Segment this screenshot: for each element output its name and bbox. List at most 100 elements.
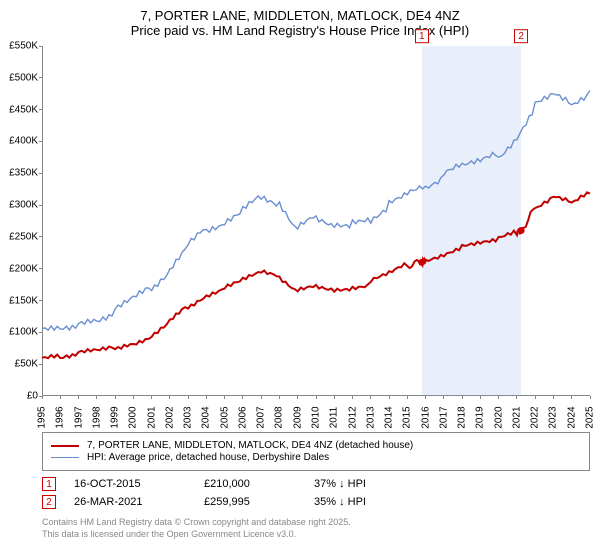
y-axis-label: £350K	[9, 168, 42, 179]
sales-marker: 2	[42, 495, 56, 509]
x-axis-tick	[516, 396, 517, 399]
x-axis-tick	[425, 396, 426, 399]
x-axis-tick	[206, 396, 207, 399]
y-axis-tick	[39, 173, 42, 174]
x-axis-tick	[261, 396, 262, 399]
x-axis-tick	[96, 396, 97, 399]
series-hpi	[42, 91, 590, 331]
legend: 7, PORTER LANE, MIDDLETON, MATLOCK, DE4 …	[42, 432, 590, 471]
y-axis-label: £150K	[9, 295, 42, 306]
footer-line2: This data is licensed under the Open Gov…	[42, 529, 590, 541]
x-axis-tick	[188, 396, 189, 399]
x-axis-label: 1996	[55, 406, 66, 428]
y-axis-label: £450K	[9, 104, 42, 115]
x-axis-label: 2015	[402, 406, 413, 428]
y-axis-tick	[39, 332, 42, 333]
x-axis-label: 2001	[146, 406, 157, 428]
legend-row: 7, PORTER LANE, MIDDLETON, MATLOCK, DE4 …	[51, 440, 581, 451]
x-axis-tick	[571, 396, 572, 399]
y-axis-label: £500K	[9, 72, 42, 83]
x-axis-label: 2021	[511, 406, 522, 428]
x-axis-tick	[242, 396, 243, 399]
sales-date: 26-MAR-2021	[74, 496, 204, 508]
y-axis-tick	[39, 364, 42, 365]
y-axis-tick	[39, 141, 42, 142]
x-axis-tick	[115, 396, 116, 399]
x-axis-label: 2009	[292, 406, 303, 428]
sales-table: 116-OCT-2015£210,00037% ↓ HPI 2 26-MAR-202…	[42, 477, 590, 509]
x-axis-tick	[60, 396, 61, 399]
sales-date: 16-OCT-2015	[74, 478, 204, 490]
x-axis-label: 2005	[219, 406, 230, 428]
x-axis-tick	[553, 396, 554, 399]
y-axis-tick	[39, 77, 42, 78]
plot-svg	[42, 46, 590, 396]
x-axis-tick	[316, 396, 317, 399]
footer-line1: Contains HM Land Registry data © Crown c…	[42, 517, 590, 529]
y-axis-tick	[39, 268, 42, 269]
y-axis-tick	[39, 46, 42, 47]
y-axis-tick	[39, 236, 42, 237]
x-axis-label: 2003	[183, 406, 194, 428]
x-axis-tick	[462, 396, 463, 399]
x-axis-label: 2007	[256, 406, 267, 428]
x-axis-tick	[42, 396, 43, 399]
x-axis-tick	[133, 396, 134, 399]
x-axis-label: 2010	[311, 406, 322, 428]
x-axis-tick	[443, 396, 444, 399]
x-axis-tick	[498, 396, 499, 399]
y-axis-label: £550K	[9, 41, 42, 52]
sale-marker-box: 2	[514, 29, 528, 43]
x-axis-label: 2000	[128, 406, 139, 428]
x-axis-label: 2002	[164, 406, 175, 428]
chart-plot-area: £0£50K£100K£150K£200K£250K£300K£350K£400…	[42, 46, 590, 396]
x-axis-tick	[590, 396, 591, 399]
x-axis-label: 2013	[365, 406, 376, 428]
x-axis-tick	[78, 396, 79, 399]
x-axis-label: 1998	[91, 406, 102, 428]
x-axis-label: 2022	[530, 406, 541, 428]
sales-row: 116-OCT-2015£210,00037% ↓ HPI	[42, 477, 590, 491]
x-axis-tick	[535, 396, 536, 399]
title-address: 7, PORTER LANE, MIDDLETON, MATLOCK, DE4 …	[0, 8, 600, 23]
title-subtitle: Price paid vs. HM Land Registry's House …	[0, 23, 600, 38]
x-axis-label: 2023	[548, 406, 559, 428]
x-axis-tick	[224, 396, 225, 399]
sales-price: £259,995	[204, 496, 314, 508]
legend-swatch	[51, 445, 79, 447]
y-axis-label: £400K	[9, 136, 42, 147]
x-axis-label: 2024	[566, 406, 577, 428]
chart-title: 7, PORTER LANE, MIDDLETON, MATLOCK, DE4 …	[0, 0, 600, 42]
sale-dot	[518, 227, 525, 234]
y-axis-tick	[39, 205, 42, 206]
sales-hpi-delta: 37% ↓ HPI	[314, 478, 366, 490]
x-axis-label: 2018	[457, 406, 468, 428]
y-axis-label: £200K	[9, 263, 42, 274]
x-axis-label: 2006	[237, 406, 248, 428]
sales-price: £210,000	[204, 478, 314, 490]
y-axis-tick	[39, 300, 42, 301]
y-axis-label: £100K	[9, 327, 42, 338]
sales-hpi-delta: 35% ↓ HPI	[314, 496, 366, 508]
x-axis-label: 1995	[37, 406, 48, 428]
sale-marker-box: 1	[415, 29, 429, 43]
x-axis-tick	[352, 396, 353, 399]
x-axis-tick	[407, 396, 408, 399]
x-axis-label: 2016	[420, 406, 431, 428]
x-axis-tick	[169, 396, 170, 399]
legend-swatch	[51, 457, 79, 458]
x-axis-label: 2017	[438, 406, 449, 428]
legend-row: HPI: Average price, detached house, Derb…	[51, 452, 581, 463]
legend-label: HPI: Average price, detached house, Derb…	[87, 452, 329, 463]
y-axis-tick	[39, 109, 42, 110]
x-axis-label: 2025	[585, 406, 596, 428]
y-axis-label: £250K	[9, 231, 42, 242]
x-axis-tick	[480, 396, 481, 399]
x-axis-label: 2012	[347, 406, 358, 428]
x-axis-label: 2019	[475, 406, 486, 428]
y-axis-label: £300K	[9, 200, 42, 211]
x-axis-tick	[151, 396, 152, 399]
x-axis-label: 2011	[329, 407, 340, 429]
x-axis-label: 1999	[110, 406, 121, 428]
x-axis-label: 2020	[493, 406, 504, 428]
